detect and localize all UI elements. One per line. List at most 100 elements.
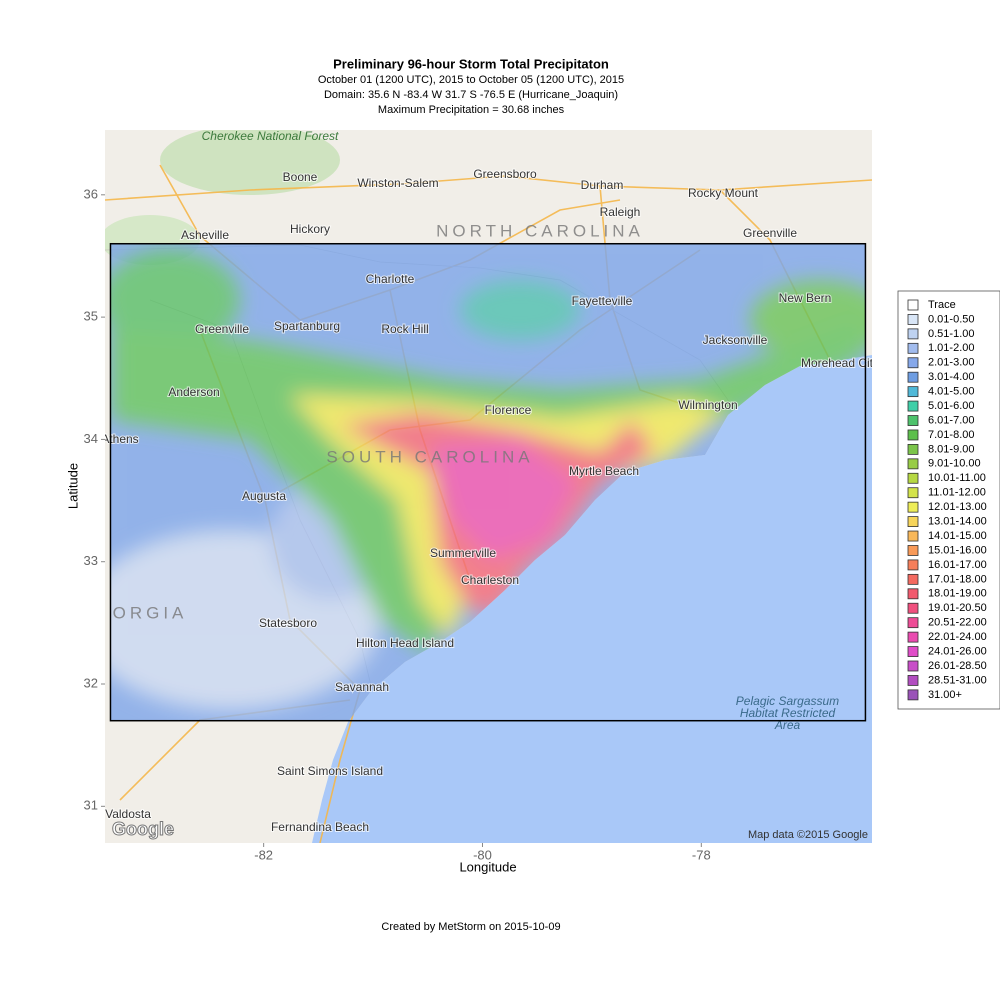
legend-label: 4.01-5.00 <box>928 386 974 398</box>
place-label: Hilton Head Island <box>356 636 454 650</box>
legend-swatch <box>907 371 919 383</box>
domain-box <box>109 242 867 722</box>
legend-label: 26.01-28.50 <box>928 660 987 672</box>
legend-swatch <box>907 328 919 340</box>
legend-label: 31.00+ <box>928 689 962 701</box>
legend-swatch <box>907 545 919 556</box>
place-label: Athens <box>101 432 138 446</box>
y-tick-label: 35 <box>84 309 98 324</box>
legend-swatch <box>907 400 919 412</box>
place-label: Morehead City <box>801 356 879 370</box>
legend-swatch <box>907 501 919 513</box>
legend-label: 14.01-15.00 <box>928 530 987 542</box>
legend-swatch <box>907 660 919 672</box>
y-tick-label: 34 <box>84 431 98 446</box>
legend-swatch <box>907 429 919 441</box>
footer: Created by MetStorm on 2015-10-09 <box>381 921 560 933</box>
legend-label: 11.01-12.00 <box>928 487 986 499</box>
legend-swatch <box>907 516 919 527</box>
precip-area <box>460 280 580 340</box>
place-label: Anderson <box>168 385 219 399</box>
legend-label: 5.01-6.00 <box>928 400 974 412</box>
legend-swatch <box>907 357 919 369</box>
legend-swatch <box>907 299 919 311</box>
legend-label: 0.01-0.50 <box>928 313 974 325</box>
legend-swatch <box>907 530 919 542</box>
legend-label: 8.01-9.00 <box>928 443 974 455</box>
subtitle: Maximum Precipitation = 30.68 inches <box>378 104 565 116</box>
place-label: Florence <box>485 403 532 417</box>
legend-label: 13.01-14.00 <box>928 516 987 528</box>
place-label: Myrtle Beach <box>569 464 639 478</box>
precip-area <box>110 250 240 350</box>
place-label: New Bern <box>779 291 832 305</box>
legend-swatch <box>907 631 919 643</box>
place-label: Fayetteville <box>572 294 633 308</box>
subtitle: Domain: 35.6 N -83.4 W 31.7 S -76.5 E (H… <box>324 89 618 101</box>
place-label: Savannah <box>335 680 389 694</box>
place-label: Rock Hill <box>381 322 428 336</box>
place-label: Spartanburg <box>274 319 340 333</box>
legend-label: 2.01-3.00 <box>928 357 974 369</box>
x-tick-label: -80 <box>473 847 492 862</box>
place-label: Durham <box>581 178 624 192</box>
place-label: Jacksonville <box>703 333 768 347</box>
legend-label: 7.01-8.00 <box>928 429 974 441</box>
legend-label: 9.01-10.00 <box>928 458 981 470</box>
legend-swatch <box>907 573 919 585</box>
legend-label: 24.01-26.00 <box>928 645 987 657</box>
legend-swatch <box>907 602 919 614</box>
subtitle: October 01 (1200 UTC), 2015 to October 0… <box>318 74 624 86</box>
state-label: ORGIA <box>113 603 188 622</box>
place-label: Asheville <box>181 228 229 242</box>
legend-swatch <box>907 559 919 571</box>
place-label: Saint Simons Island <box>277 764 383 778</box>
legend-swatch <box>907 458 919 470</box>
legend-swatch <box>907 342 919 354</box>
legend-swatch <box>907 588 919 600</box>
legend-label: 6.01-7.00 <box>928 414 974 426</box>
legend-swatch <box>907 472 919 484</box>
sea-label: Pelagic Sargassum Habitat Restricted Are… <box>735 695 840 732</box>
legend-label: 20.51-22.00 <box>928 617 987 629</box>
place-labels: Cherokee National Forest Boone Winston-S… <box>101 129 879 835</box>
legend-swatch <box>907 443 919 455</box>
place-label: Wilmington <box>678 398 737 412</box>
place-label: Winston-Salem <box>357 176 438 190</box>
legend-label: 22.01-24.00 <box>928 631 987 643</box>
legend-label: 1.01-2.00 <box>928 342 974 354</box>
place-label: Cherokee National Forest <box>202 129 339 143</box>
place-label: Charleston <box>461 573 519 587</box>
place-label: Summerville <box>430 546 496 560</box>
place-label: Fernandina Beach <box>271 820 369 834</box>
place-label: Raleigh <box>600 205 641 219</box>
legend-swatch <box>907 386 919 398</box>
legend-swatch <box>907 415 919 426</box>
legend-label: 19.01-20.50 <box>928 602 987 614</box>
place-label: Boone <box>283 170 318 184</box>
state-label: SOUTH CAROLINA <box>326 447 533 466</box>
place-label: Greenville <box>195 322 249 336</box>
legend-label: 18.01-19.00 <box>928 588 987 600</box>
y-axis-title: Latitude <box>65 463 80 509</box>
title: Preliminary 96-hour Storm Total Precipit… <box>333 56 609 71</box>
y-tick-label: 32 <box>84 675 98 690</box>
legend-swatch <box>907 675 919 686</box>
place-label: Hickory <box>290 222 330 236</box>
legend-label: 12.01-13.00 <box>928 501 987 513</box>
attribution: Map data ©2015 Google <box>748 829 868 841</box>
legend-swatch <box>907 689 919 701</box>
legend-label: 17.01-18.00 <box>928 573 987 585</box>
y-tick-label: 36 <box>84 186 98 201</box>
legend-label: 28.51-31.00 <box>928 674 987 686</box>
legend-label: 16.01-17.00 <box>928 559 987 571</box>
state-label: NORTH CAROLINA <box>436 221 644 240</box>
axes: -82 -80 -78 31 32 33 34 35 36 <box>84 186 711 862</box>
place-label: Greenville <box>743 226 797 240</box>
y-tick-label: 33 <box>84 553 98 568</box>
legend-swatch <box>907 617 919 629</box>
legend-label: Trace <box>928 299 956 311</box>
legend-label: 15.01-16.00 <box>928 544 987 556</box>
legend-label: 0.51-1.00 <box>928 328 974 340</box>
